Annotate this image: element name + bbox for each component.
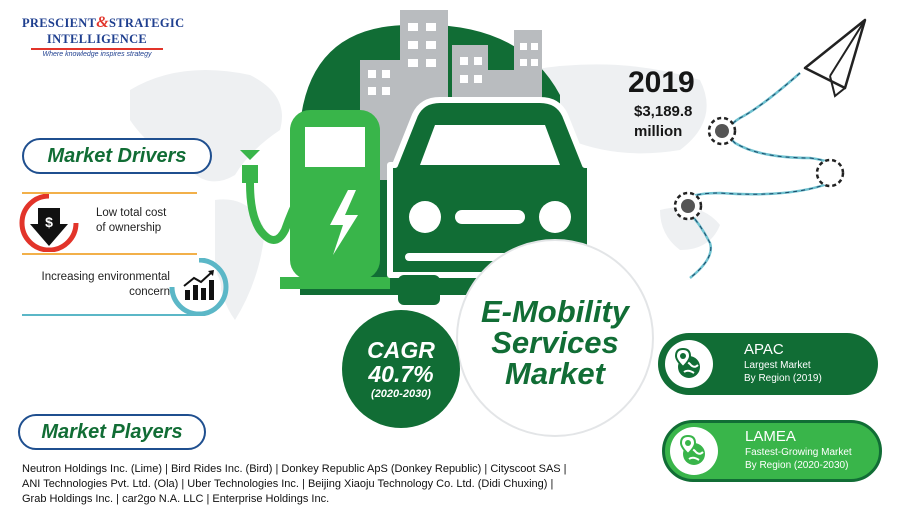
- cagr-value: 40.7%: [368, 361, 434, 387]
- path-marker-2: [815, 158, 845, 188]
- driver-item-2-line-2: concern: [129, 286, 170, 298]
- market-title-line-2: Services: [491, 325, 619, 360]
- logo-divider: [31, 48, 163, 50]
- cagr-badge: CAGR 40.7% (2020-2030): [342, 310, 460, 428]
- market-players-list: Neutron Holdings Inc. (Lime) | Bird Ride…: [22, 462, 642, 507]
- paper-plane-icon: [803, 18, 867, 98]
- region-lamea-line-2: By Region (2020-2030): [745, 460, 849, 471]
- region-lamea-line-1: Fastest-Growing Market: [745, 447, 852, 458]
- cagr-period: (2020-2030): [371, 388, 431, 400]
- logo-tagline: Where knowledge inspires strategy: [42, 51, 152, 58]
- region-apac-line-1: Largest Market: [744, 360, 811, 371]
- title-circle: [456, 239, 654, 437]
- region-badge-lamea: LAMEA Fastest-Growing Market By Region (…: [662, 420, 882, 482]
- dollar-down-arrow-icon: $: [19, 194, 79, 252]
- driver-divider-top: [22, 192, 197, 194]
- market-players-heading: Market Players: [18, 414, 206, 450]
- market-players-line-1: Neutron Holdings Inc. (Lime) | Bird Ride…: [22, 463, 567, 475]
- region-lamea-name: LAMEA: [745, 428, 796, 445]
- driver-divider-middle: [22, 253, 197, 255]
- logo-line-1: PRESCIENT&STRATEGIC: [22, 14, 185, 31]
- market-size-year: 2019: [628, 66, 695, 99]
- central-illustration: [240, 10, 593, 305]
- market-players-line-2: ANI Technologies Pvt. Ltd. (Ola) | Uber …: [22, 478, 554, 490]
- driver-divider-bottom: [22, 314, 197, 316]
- region-apac-name: APAC: [744, 341, 784, 358]
- car-icon: [387, 97, 593, 305]
- path-marker-3: [673, 191, 703, 221]
- region-badge-apac: APAC Largest Market By Region (2019): [658, 333, 878, 395]
- driver-item-1-line-1: Low total cost: [96, 207, 167, 219]
- cagr-label: CAGR: [367, 337, 435, 363]
- driver-item-2: Increasing environmental concern: [30, 270, 171, 300]
- market-title: E-Mobility Services Market: [458, 296, 652, 389]
- market-title-line-1: E-Mobility: [480, 294, 630, 329]
- driver-item-1: Low total cost of ownership: [96, 206, 206, 236]
- driver-item-2-line-1: Increasing environmental: [41, 271, 171, 283]
- market-size-value: $3,189.8: [634, 103, 693, 120]
- region-apac-line-2: By Region (2019): [744, 373, 822, 384]
- flight-path-graphic: [673, 18, 867, 279]
- path-marker-1: [707, 116, 737, 146]
- driver-item-1-line-2: of ownership: [96, 222, 162, 234]
- location-globe-icon: [670, 427, 718, 475]
- logo-ampersand: &: [96, 14, 109, 31]
- market-players-line-3: Grab Holdings Inc. | car2go N.A. LLC | E…: [22, 493, 330, 505]
- market-title-line-3: Market: [505, 356, 605, 391]
- growth-chart-icon: [169, 258, 229, 316]
- market-size-unit: million: [634, 123, 683, 140]
- market-drivers-heading: Market Drivers: [22, 138, 212, 174]
- logo-line-2: INTELLIGENCE: [46, 32, 148, 46]
- location-globe-icon: [665, 340, 713, 388]
- ev-charger-icon: [240, 110, 390, 289]
- svg-text:$: $: [45, 214, 53, 230]
- company-logo: PRESCIENT&STRATEGIC INTELLIGENCE Where k…: [22, 14, 185, 58]
